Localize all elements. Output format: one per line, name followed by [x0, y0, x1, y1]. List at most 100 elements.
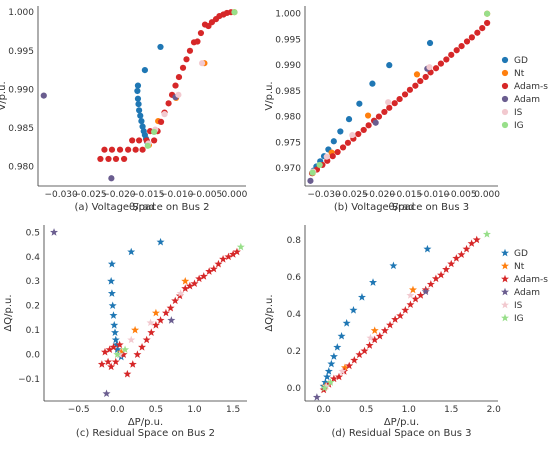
data-point: [165, 100, 172, 107]
data-point: [380, 326, 389, 334]
data-point: [232, 247, 241, 256]
data-point: [468, 34, 476, 41]
data-point: [138, 343, 147, 351]
data-point: [186, 47, 194, 54]
data-point: [401, 306, 410, 314]
data-point: [144, 142, 151, 149]
y-tick-label: 0.995: [8, 47, 34, 57]
legend-label: Nt: [514, 69, 525, 79]
data-point: [391, 315, 400, 323]
data-point: [396, 95, 403, 103]
data-point: [316, 161, 323, 169]
data-point: [360, 346, 369, 355]
data-point: [236, 242, 245, 251]
data-point: [111, 357, 120, 366]
data-point: [133, 350, 142, 358]
series-adam-s: [308, 19, 491, 177]
data-point: [437, 60, 445, 67]
x-tick-label: 2.0: [487, 405, 502, 415]
x-tick-label: −0.010: [160, 190, 194, 200]
chart-caption: (a) Voltage Space on Bus 2: [74, 202, 209, 213]
data-point: [209, 264, 218, 273]
data-point: [166, 303, 175, 312]
data-point: [161, 308, 170, 317]
data-point: [107, 259, 116, 268]
chart-panel-1: −0.030−0.025−0.020−0.015−0.010−0.005 0.00…: [0, 6, 248, 213]
data-point: [121, 345, 130, 354]
data-point: [401, 91, 409, 98]
x-tick-label: −0.005: [443, 190, 476, 200]
data-point: [198, 60, 206, 67]
data-point: [355, 130, 362, 138]
data-point: [107, 362, 116, 371]
legend-marker: [501, 287, 509, 296]
legend-label: IG: [514, 314, 524, 324]
data-point: [484, 19, 491, 27]
data-point: [50, 228, 59, 236]
legend-label: GD: [514, 249, 528, 259]
x-tick-label: −0.010: [416, 190, 450, 200]
legend-marker: [501, 248, 509, 257]
legend: GD Nt Adam-s Adam IS IG: [501, 56, 548, 131]
y-tick-label: 0.2: [287, 347, 301, 357]
legend-label: IS: [514, 108, 523, 118]
data-point: [437, 270, 446, 279]
data-point: [340, 363, 349, 372]
x-tick-label: 0.5: [149, 405, 163, 415]
data-point: [412, 82, 419, 89]
data-point: [134, 82, 142, 89]
x-tick-label: −0.015: [131, 190, 164, 200]
chart-caption: (c) Residual Space on Bus 2: [76, 428, 215, 439]
x-tick-label: −0.025: [335, 190, 368, 200]
series-gd: [310, 39, 434, 174]
data-point: [136, 137, 143, 144]
data-point: [147, 328, 156, 336]
data-point: [117, 347, 126, 356]
data-point: [312, 393, 321, 401]
data-point: [467, 239, 476, 247]
data-point: [334, 148, 341, 156]
series-ig: [320, 230, 491, 392]
data-point: [151, 128, 158, 136]
legend-marker: [501, 121, 509, 129]
y-tick-label: 0.970: [275, 164, 301, 174]
data-point: [406, 86, 414, 93]
legend-label: GD: [514, 56, 528, 66]
data-point: [176, 289, 185, 297]
data-point: [421, 287, 430, 296]
data-point: [127, 247, 136, 256]
data-point: [105, 345, 114, 354]
data-point: [370, 326, 379, 334]
chart-panel-3: −0.5 0.0 0.5 1.0 1.5 −0.1 0.0 0.1 0.2 0.3 0.4 0.5 ΔP…: [3, 225, 247, 439]
x-tick-label: 1.5: [226, 405, 240, 415]
data-point: [479, 25, 486, 32]
data-point: [199, 272, 208, 280]
data-point: [329, 374, 338, 383]
data-point: [151, 321, 160, 329]
data-point: [138, 118, 145, 125]
data-point: [345, 116, 353, 123]
data-point: [309, 169, 316, 176]
data-point: [139, 123, 146, 130]
x-tick-label: 0.0: [110, 405, 125, 415]
data-point: [327, 359, 336, 368]
series-gd: [107, 237, 165, 361]
x-tick-label: 1.0: [402, 405, 417, 415]
legend-marker: [501, 274, 509, 283]
series-adam-s: [97, 247, 241, 378]
data-point: [338, 367, 347, 375]
legend-marker: [501, 95, 509, 103]
data-point: [127, 335, 136, 344]
x-tick-label: −0.015: [389, 190, 422, 200]
data-point: [365, 122, 372, 129]
data-point: [40, 92, 47, 99]
data-point: [172, 82, 179, 89]
x-tick-label: 0.000: [222, 190, 248, 200]
series-ig: [113, 242, 245, 358]
data-point: [416, 291, 425, 299]
data-point: [141, 67, 148, 74]
data-point: [97, 360, 106, 368]
x-tick-label: 0.0: [317, 405, 332, 415]
data-point: [135, 101, 142, 108]
y-tick-label: 0.995: [275, 35, 301, 45]
